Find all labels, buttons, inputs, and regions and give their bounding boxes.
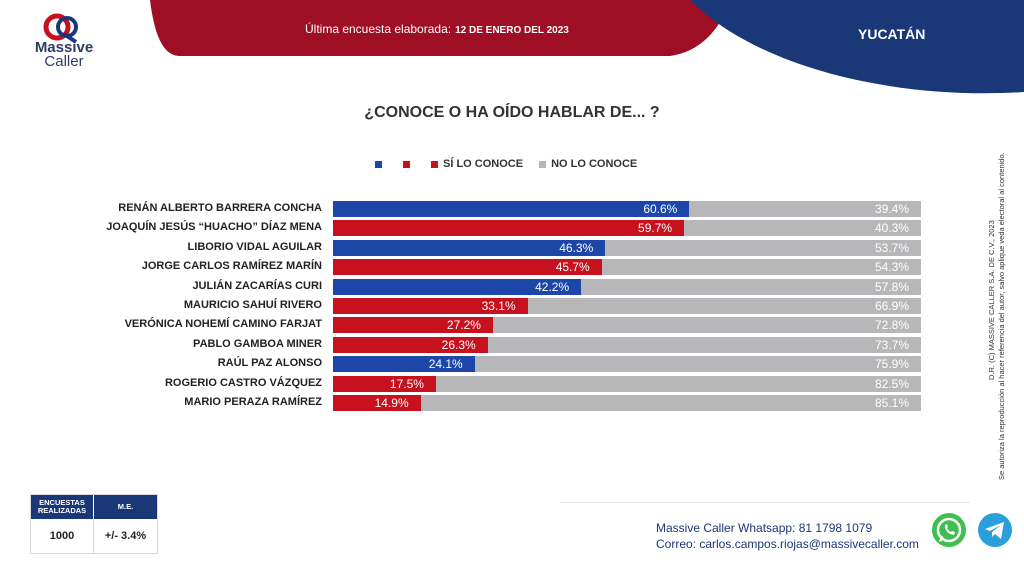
- value-label-known: 26.3%: [441, 337, 476, 352]
- category-label: JORGE CARLOS RAMÍREZ MARÍN: [141, 260, 322, 273]
- value-label-unknown: 82.5%: [875, 376, 910, 391]
- bar-unknown: [605, 239, 921, 256]
- survey-date-line: Última encuesta elaborada: 12 DE ENERO DE…: [305, 22, 569, 36]
- massive-caller-logo: Massive Caller: [28, 10, 100, 69]
- bar-known: [333, 259, 602, 276]
- bar-unknown: [601, 259, 921, 276]
- copyright-line-2: Se autoriza la reproducción al hacer ref…: [997, 152, 1006, 480]
- value-label-unknown: 72.8%: [875, 318, 910, 333]
- copyright-line-1: D.R. (C) MASSIVE CALLER S.A. DE C.V., 20…: [987, 220, 996, 380]
- bar-known: [333, 356, 475, 373]
- value-label-unknown: 53.7%: [875, 240, 910, 255]
- footer-divider: [560, 502, 970, 503]
- category-label: MARIO PERAZA RAMÍREZ: [184, 396, 322, 408]
- category-label: RAÚL PAZ ALONSO: [217, 357, 322, 370]
- bar-unknown: [487, 336, 921, 353]
- contact-info: Massive Caller Whatsapp: 81 1798 1079 Co…: [656, 520, 919, 552]
- bar-known: [333, 298, 528, 314]
- value-label-known: 24.1%: [428, 357, 463, 372]
- bar-unknown: [435, 375, 921, 392]
- bar-known: [333, 239, 606, 256]
- value-label-unknown: 66.9%: [875, 299, 910, 313]
- brand-name-2: Caller: [44, 53, 84, 70]
- bar-known: [333, 375, 436, 392]
- bar-known: [333, 278, 582, 295]
- chart-legend: SÍ LO CONOCE NO LO CONOCE: [375, 158, 653, 170]
- value-label-known: 59.7%: [638, 221, 673, 236]
- category-label: JOAQUÍN JESÚS “HUACHO” DÍAZ MENA: [106, 221, 322, 234]
- legend-item-no: NO LO CONOCE: [539, 158, 637, 170]
- bar-unknown: [581, 278, 921, 295]
- value-label-known: 42.2%: [535, 279, 570, 294]
- email-contact: Correo: carlos.campos.riojas@massivecall…: [656, 537, 919, 551]
- value-label-unknown: 39.4%: [875, 202, 910, 216]
- category-label: JULIÁN ZACARÍAS CURI: [192, 279, 322, 292]
- value-label-unknown: 57.8%: [875, 279, 910, 294]
- value-label-known: 60.6%: [643, 202, 678, 216]
- category-label: VERÓNICA NOHEMÍ CAMINO FARJAT: [124, 318, 322, 331]
- whatsapp-icon[interactable]: [930, 511, 968, 549]
- value-label-known: 33.1%: [481, 299, 516, 313]
- value-label-known: 17.5%: [389, 376, 424, 391]
- value-label-unknown: 54.3%: [875, 260, 910, 275]
- legend-swatch: [375, 160, 382, 168]
- header-band: [150, 0, 1024, 94]
- value-label-known: 14.9%: [374, 396, 409, 410]
- survey-label: Última encuesta elaborada:: [305, 22, 452, 36]
- value-label-known: 45.7%: [555, 260, 590, 275]
- survey-stats-table: ENCUESTAS REALIZADAS M.E. 1000 +/- 3.4%: [30, 494, 158, 554]
- value-label-unknown: 85.1%: [875, 396, 910, 410]
- category-label: PABLO GAMBOA MINER: [193, 337, 322, 350]
- bar-known: [333, 395, 421, 411]
- chart-title: ¿CONOCE O HA OÍDO HABLAR DE... ?: [364, 104, 660, 121]
- whatsapp-contact: Massive Caller Whatsapp: 81 1798 1079: [656, 521, 873, 535]
- bar-unknown: [689, 201, 921, 217]
- region-label: YUCATÁN: [858, 26, 926, 42]
- category-label: MAURICIO SAHUÍ RIVERO: [183, 299, 322, 311]
- bar-unknown: [420, 395, 921, 411]
- legend-item-red: [403, 160, 415, 168]
- legend-item-yes: SÍ LO CONOCE: [431, 158, 523, 170]
- table-header-margin: M.E.: [94, 495, 157, 519]
- table-value-margin: +/- 3.4%: [104, 530, 147, 542]
- bar-unknown: [527, 298, 921, 314]
- bar-unknown: [684, 220, 921, 237]
- massive-caller-logo-icon: [43, 13, 78, 44]
- category-label: RENÁN ALBERTO BARRERA CONCHA: [118, 202, 322, 214]
- brand-name: Massive: [34, 39, 94, 56]
- bar-unknown: [492, 317, 921, 334]
- legend-label: SÍ LO CONOCE: [443, 158, 524, 170]
- table-value-surveys: 1000: [31, 519, 94, 553]
- legend-swatch: [403, 160, 410, 168]
- survey-date: 12 DE ENERO DEL 2023: [455, 25, 569, 36]
- legend-label: NO LO CONOCE: [551, 158, 638, 170]
- telegram-icon[interactable]: [976, 511, 1014, 549]
- category-label: ROGERIO CASTRO VÁZQUEZ: [164, 376, 322, 389]
- value-label-known: 27.2%: [446, 318, 481, 333]
- legend-swatch: [431, 160, 438, 168]
- value-label-unknown: 75.9%: [875, 357, 910, 372]
- value-label-unknown: 73.7%: [875, 337, 910, 352]
- bar-known: [333, 336, 488, 353]
- table-header-surveys: ENCUESTAS REALIZADAS: [31, 495, 93, 519]
- category-label: LIBORIO VIDAL AGUILAR: [187, 240, 322, 253]
- value-label-unknown: 40.3%: [875, 221, 910, 236]
- bar-known: [333, 317, 493, 334]
- legend-item-blue: [375, 160, 387, 168]
- value-label-known: 46.3%: [559, 240, 594, 255]
- legend-swatch: [539, 160, 547, 168]
- bar-known: [333, 201, 690, 217]
- bar-unknown: [474, 356, 921, 373]
- copyright-note: D.R. (C) MASSIVE CALLER S.A. DE C.V., 20…: [977, 120, 1007, 480]
- bar-known: [333, 220, 685, 237]
